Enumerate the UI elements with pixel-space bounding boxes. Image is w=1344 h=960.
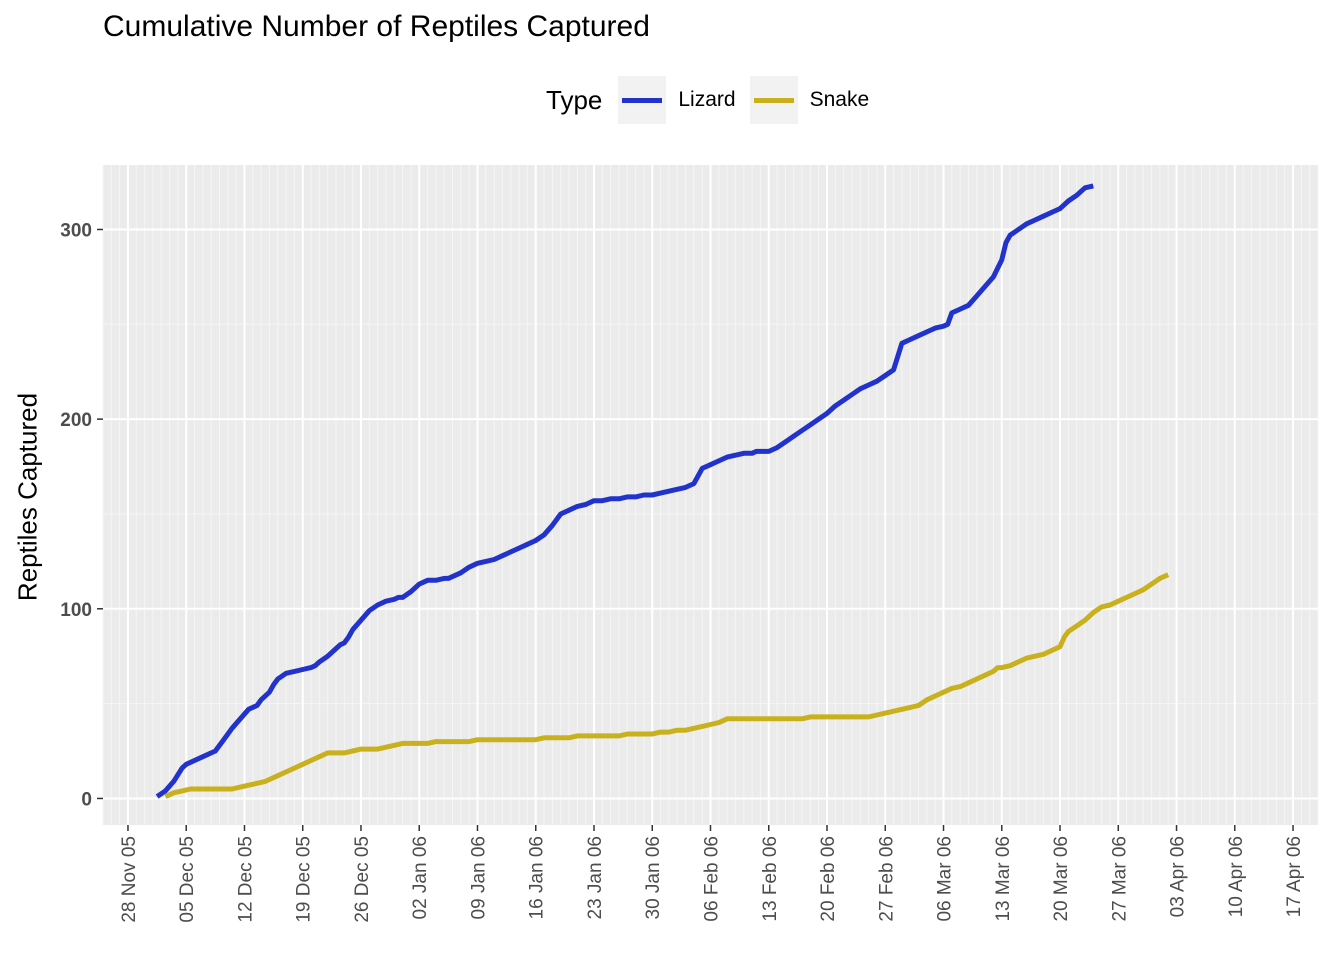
x-tick-label: 19 Dec 05 <box>294 836 315 923</box>
x-tick-label: 20 Mar 06 <box>1051 836 1072 922</box>
y-tick-label: 100 <box>60 600 92 621</box>
x-tick-label: 09 Jan 06 <box>468 836 489 919</box>
legend: Type Lizard Snake <box>546 76 883 124</box>
legend-key-snake <box>749 76 798 124</box>
x-tick-label: 28 Nov 05 <box>119 836 140 923</box>
x-tick-label: 05 Dec 05 <box>177 836 198 923</box>
x-tick-label: 06 Feb 06 <box>702 836 723 922</box>
legend-key-lizard <box>618 76 667 124</box>
y-tick-label: 200 <box>60 410 92 431</box>
legend-title: Type <box>546 84 603 115</box>
chart-title: Cumulative Number of Reptiles Captured <box>103 10 650 43</box>
x-tick-label: 13 Mar 06 <box>993 836 1014 922</box>
x-tick-label: 27 Feb 06 <box>876 836 897 922</box>
y-tick-label: 300 <box>60 220 92 241</box>
x-tick-label: 03 Apr 06 <box>1168 836 1189 917</box>
x-tick-label: 12 Dec 05 <box>235 836 256 923</box>
legend-line-snake <box>753 98 794 103</box>
x-tick-label: 26 Dec 05 <box>352 836 373 923</box>
legend-label-lizard: Lizard <box>678 88 736 111</box>
x-tick-label: 02 Jan 06 <box>410 836 431 919</box>
series-line-lizard <box>155 183 1094 799</box>
legend-item-lizard: Lizard <box>618 76 736 124</box>
legend-label-snake: Snake <box>809 88 870 111</box>
x-tick-label: 10 Apr 06 <box>1226 836 1247 917</box>
x-tick-label: 06 Mar 06 <box>935 836 956 922</box>
x-tick-label: 17 Apr 06 <box>1284 836 1305 917</box>
x-tick-label: 27 Mar 06 <box>1109 836 1130 922</box>
x-tick-label: 23 Jan 06 <box>585 836 606 919</box>
y-tick-label: 0 <box>81 789 92 810</box>
legend-line-lizard <box>622 98 663 103</box>
x-tick-label: 20 Feb 06 <box>818 836 839 922</box>
x-tick-label: 30 Jan 06 <box>643 836 664 919</box>
x-tick-label: 16 Jan 06 <box>527 836 548 919</box>
x-tick-label: 13 Feb 06 <box>760 836 781 922</box>
legend-item-snake: Snake <box>749 76 870 124</box>
series-line-snake <box>164 572 1170 799</box>
